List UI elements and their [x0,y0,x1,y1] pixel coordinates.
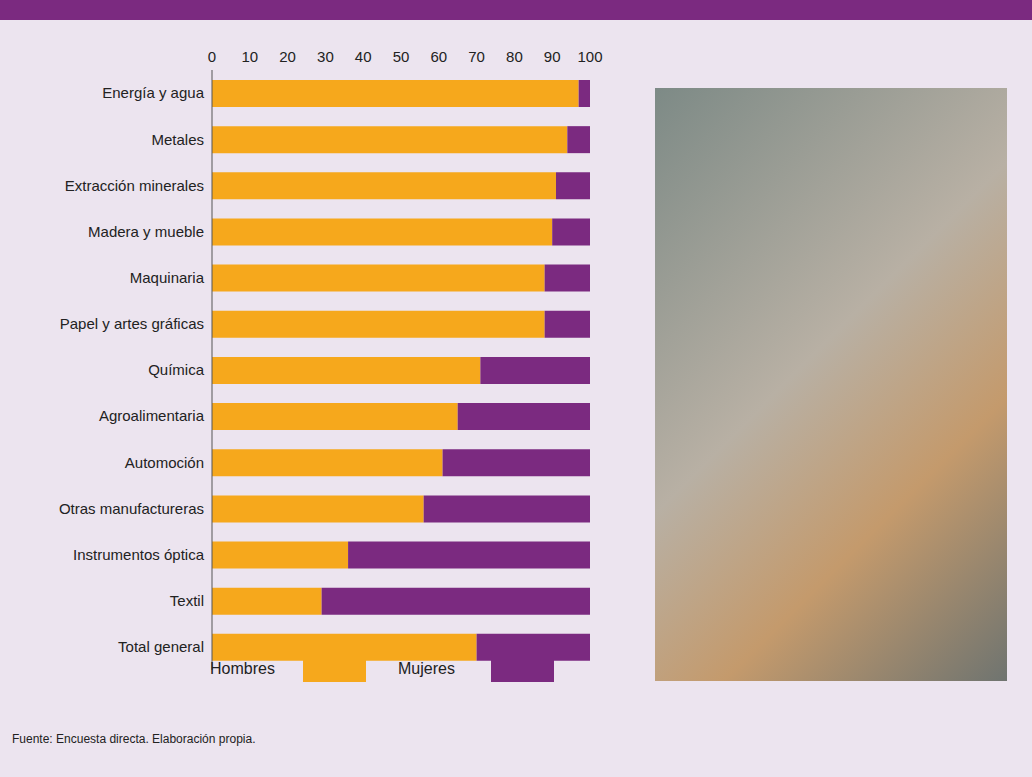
svg-text:Agroalimentaria: Agroalimentaria [99,407,205,424]
svg-text:20: 20 [279,48,296,65]
svg-text:Textil: Textil [170,592,204,609]
svg-text:Extracción minerales: Extracción minerales [65,177,204,194]
svg-text:Total general: Total general [118,638,204,655]
html-text:Mujeres: Mujeres [398,659,455,677]
svg-text:80: 80 [506,48,523,65]
svg-text:Maquinaria: Maquinaria [130,269,205,286]
html-text:Hombres: Hombres [210,659,275,677]
svg-text:Madera y mueble: Madera y mueble [88,223,204,240]
svg-text:0: 0 [208,48,216,65]
svg-text:50: 50 [393,48,410,65]
svg-text:70: 70 [468,48,485,65]
svg-text:Metales: Metales [151,131,204,148]
svg-text:Energía y agua: Energía y agua [102,84,204,101]
svg-text:Papel y artes gráficas: Papel y artes gráficas [60,315,204,332]
svg-text:Instrumentos óptica: Instrumentos óptica [73,546,205,563]
svg-text:30: 30 [317,48,334,65]
html-text:Fuente: Encuesta directa. Elab: Fuente: Encuesta directa. Elaboración pr… [12,732,256,746]
svg-text:Automoción: Automoción [125,454,204,471]
svg-text:Otras manufactureras: Otras manufactureras [59,500,204,517]
svg-text:100: 100 [577,48,602,65]
svg-text:40: 40 [355,48,372,65]
svg-text:Química: Química [148,361,205,378]
svg-text:90: 90 [544,48,561,65]
svg-text:10: 10 [241,48,258,65]
svg-text:60: 60 [430,48,447,65]
